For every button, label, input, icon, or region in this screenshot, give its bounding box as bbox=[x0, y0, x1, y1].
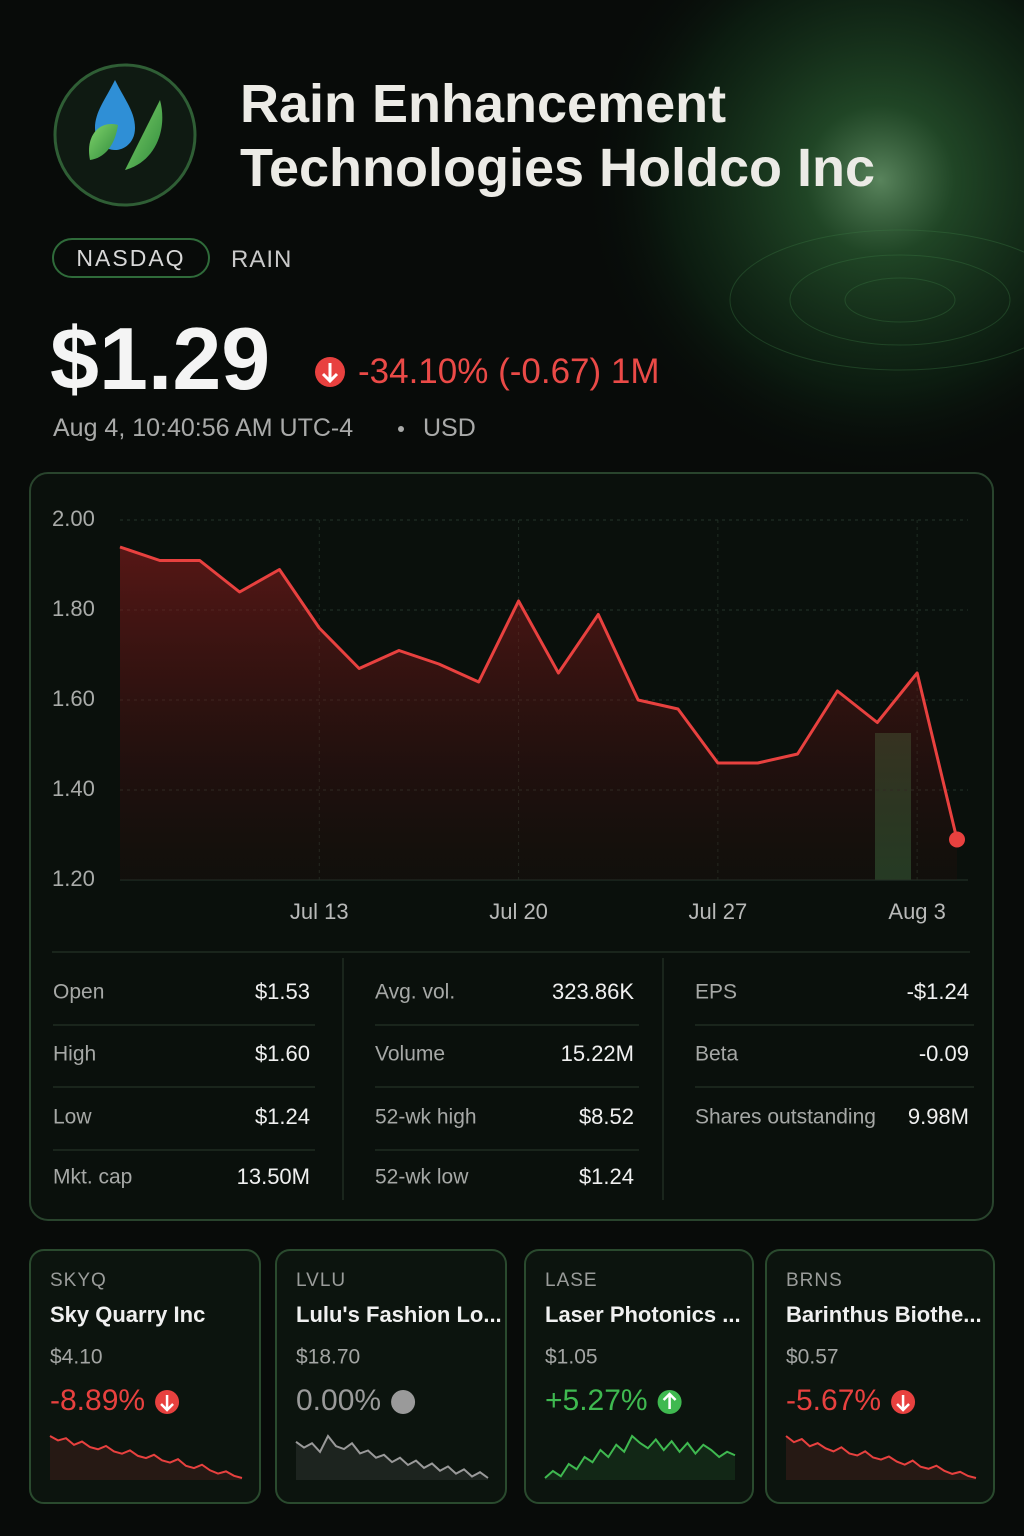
related-ticker: LVLU bbox=[296, 1270, 346, 1291]
stat-value: $1.24 bbox=[579, 1164, 634, 1189]
sparkline bbox=[785, 1435, 977, 1479]
stat-value: -0.09 bbox=[919, 1041, 969, 1066]
stat-label: Mkt. cap bbox=[53, 1166, 132, 1189]
stat-label: High bbox=[53, 1043, 96, 1066]
trend-arrow bbox=[160, 1395, 174, 1412]
timestamp: Aug 4, 10:40:56 AM UTC-4 bbox=[53, 414, 354, 442]
related-card[interactable] bbox=[765, 1249, 995, 1504]
exchange-badge[interactable]: NASDAQ bbox=[52, 238, 210, 278]
stat-label: 52-wk high bbox=[375, 1106, 477, 1129]
stat-label: Volume bbox=[375, 1043, 445, 1066]
change-icon bbox=[315, 357, 345, 387]
stat-label: EPS bbox=[695, 981, 737, 1004]
related-change: 0.00% bbox=[296, 1384, 381, 1417]
x-tick-label: Jul 27 bbox=[688, 899, 747, 924]
stat-value: 15.22M bbox=[561, 1041, 634, 1066]
stat-value: $8.52 bbox=[579, 1104, 634, 1129]
currency: USD bbox=[423, 414, 476, 442]
stat-label: Low bbox=[53, 1106, 92, 1129]
related-name: Laser Photonics ... bbox=[545, 1302, 741, 1327]
y-tick-label: 1.20 bbox=[52, 866, 95, 891]
trend-arrow bbox=[662, 1392, 677, 1409]
ticker: RAIN bbox=[231, 246, 293, 273]
stat-value: $1.60 bbox=[255, 1041, 310, 1066]
stat-label: Shares outstanding bbox=[695, 1106, 876, 1129]
related-name: Sky Quarry Inc bbox=[50, 1302, 205, 1327]
sparkline bbox=[295, 1434, 489, 1479]
price-change: -34.10% (-0.67) 1M bbox=[358, 352, 660, 392]
price-chart: 1.20 1.40 1.60 1.80 2.00 Jul 13 Jul 20 Jul 27 Au… bbox=[52, 506, 968, 924]
related-name: Barinthus Biothe... bbox=[786, 1302, 982, 1327]
related-change: -8.89% bbox=[50, 1384, 145, 1417]
stat-value: 13.50M bbox=[237, 1164, 310, 1189]
related-price: $0.57 bbox=[786, 1346, 839, 1369]
y-tick-label: 1.60 bbox=[52, 686, 95, 711]
x-tick-label: Aug 3 bbox=[888, 899, 946, 924]
stat-value: $1.24 bbox=[255, 1104, 310, 1129]
period[interactable]: 1M bbox=[610, 352, 660, 391]
related-ticker: SKYQ bbox=[50, 1270, 107, 1291]
related-price: $1.05 bbox=[545, 1346, 598, 1369]
sparkline-area bbox=[545, 1436, 735, 1480]
x-tick-label: Jul 13 bbox=[290, 899, 349, 924]
price: $1.29 bbox=[50, 309, 271, 408]
related-cards: SKYQ Sky Quarry Inc $4.10 -8.89% LVLU Lulu's … bbox=[29, 1249, 995, 1504]
related-ticker: BRNS bbox=[786, 1270, 843, 1291]
separator-dot bbox=[398, 426, 404, 432]
y-tick-label: 2.00 bbox=[52, 506, 95, 531]
stat-value: 323.86K bbox=[552, 979, 634, 1004]
related-change: +5.27% bbox=[545, 1384, 648, 1417]
stat-label: Avg. vol. bbox=[375, 981, 455, 1004]
company-name: Rain Enhancement Technologies Holdco Inc bbox=[240, 74, 876, 198]
sparkline bbox=[544, 1434, 736, 1479]
related-card[interactable] bbox=[275, 1249, 507, 1504]
stat-label: Beta bbox=[695, 1043, 739, 1066]
stat-value: $1.53 bbox=[255, 979, 310, 1004]
last-point bbox=[949, 831, 965, 848]
change-value: -34.10% (-0.67) bbox=[358, 352, 602, 391]
stat-value: -$1.24 bbox=[907, 979, 969, 1004]
related-change: -5.67% bbox=[786, 1384, 881, 1417]
related-ticker: LASE bbox=[545, 1270, 598, 1291]
stats: Open $1.53 High $1.60 Low $1.24 Mkt. cap 13.50M… bbox=[53, 979, 974, 1189]
related-price: $18.70 bbox=[296, 1346, 360, 1369]
price-line bbox=[119, 545, 959, 840]
stat-value: 9.98M bbox=[908, 1104, 969, 1129]
trend-icon bbox=[391, 1390, 416, 1414]
y-tick-label: 1.40 bbox=[52, 776, 95, 801]
related-card[interactable] bbox=[524, 1249, 754, 1504]
logo bbox=[53, 63, 197, 207]
sparkline-area bbox=[296, 1436, 488, 1480]
related-name: Lulu's Fashion Lo... bbox=[296, 1302, 502, 1327]
stat-label: Open bbox=[53, 981, 104, 1004]
stat-label: 52-wk low bbox=[375, 1166, 469, 1189]
x-tick-label: Jul 20 bbox=[489, 899, 548, 924]
related-price: $4.10 bbox=[50, 1346, 103, 1369]
sparkline bbox=[49, 1435, 243, 1479]
price-area bbox=[120, 547, 957, 880]
radar bbox=[729, 229, 1024, 371]
related-card[interactable] bbox=[29, 1249, 261, 1504]
y-tick-label: 1.80 bbox=[52, 596, 95, 621]
trend-arrow bbox=[896, 1395, 910, 1412]
